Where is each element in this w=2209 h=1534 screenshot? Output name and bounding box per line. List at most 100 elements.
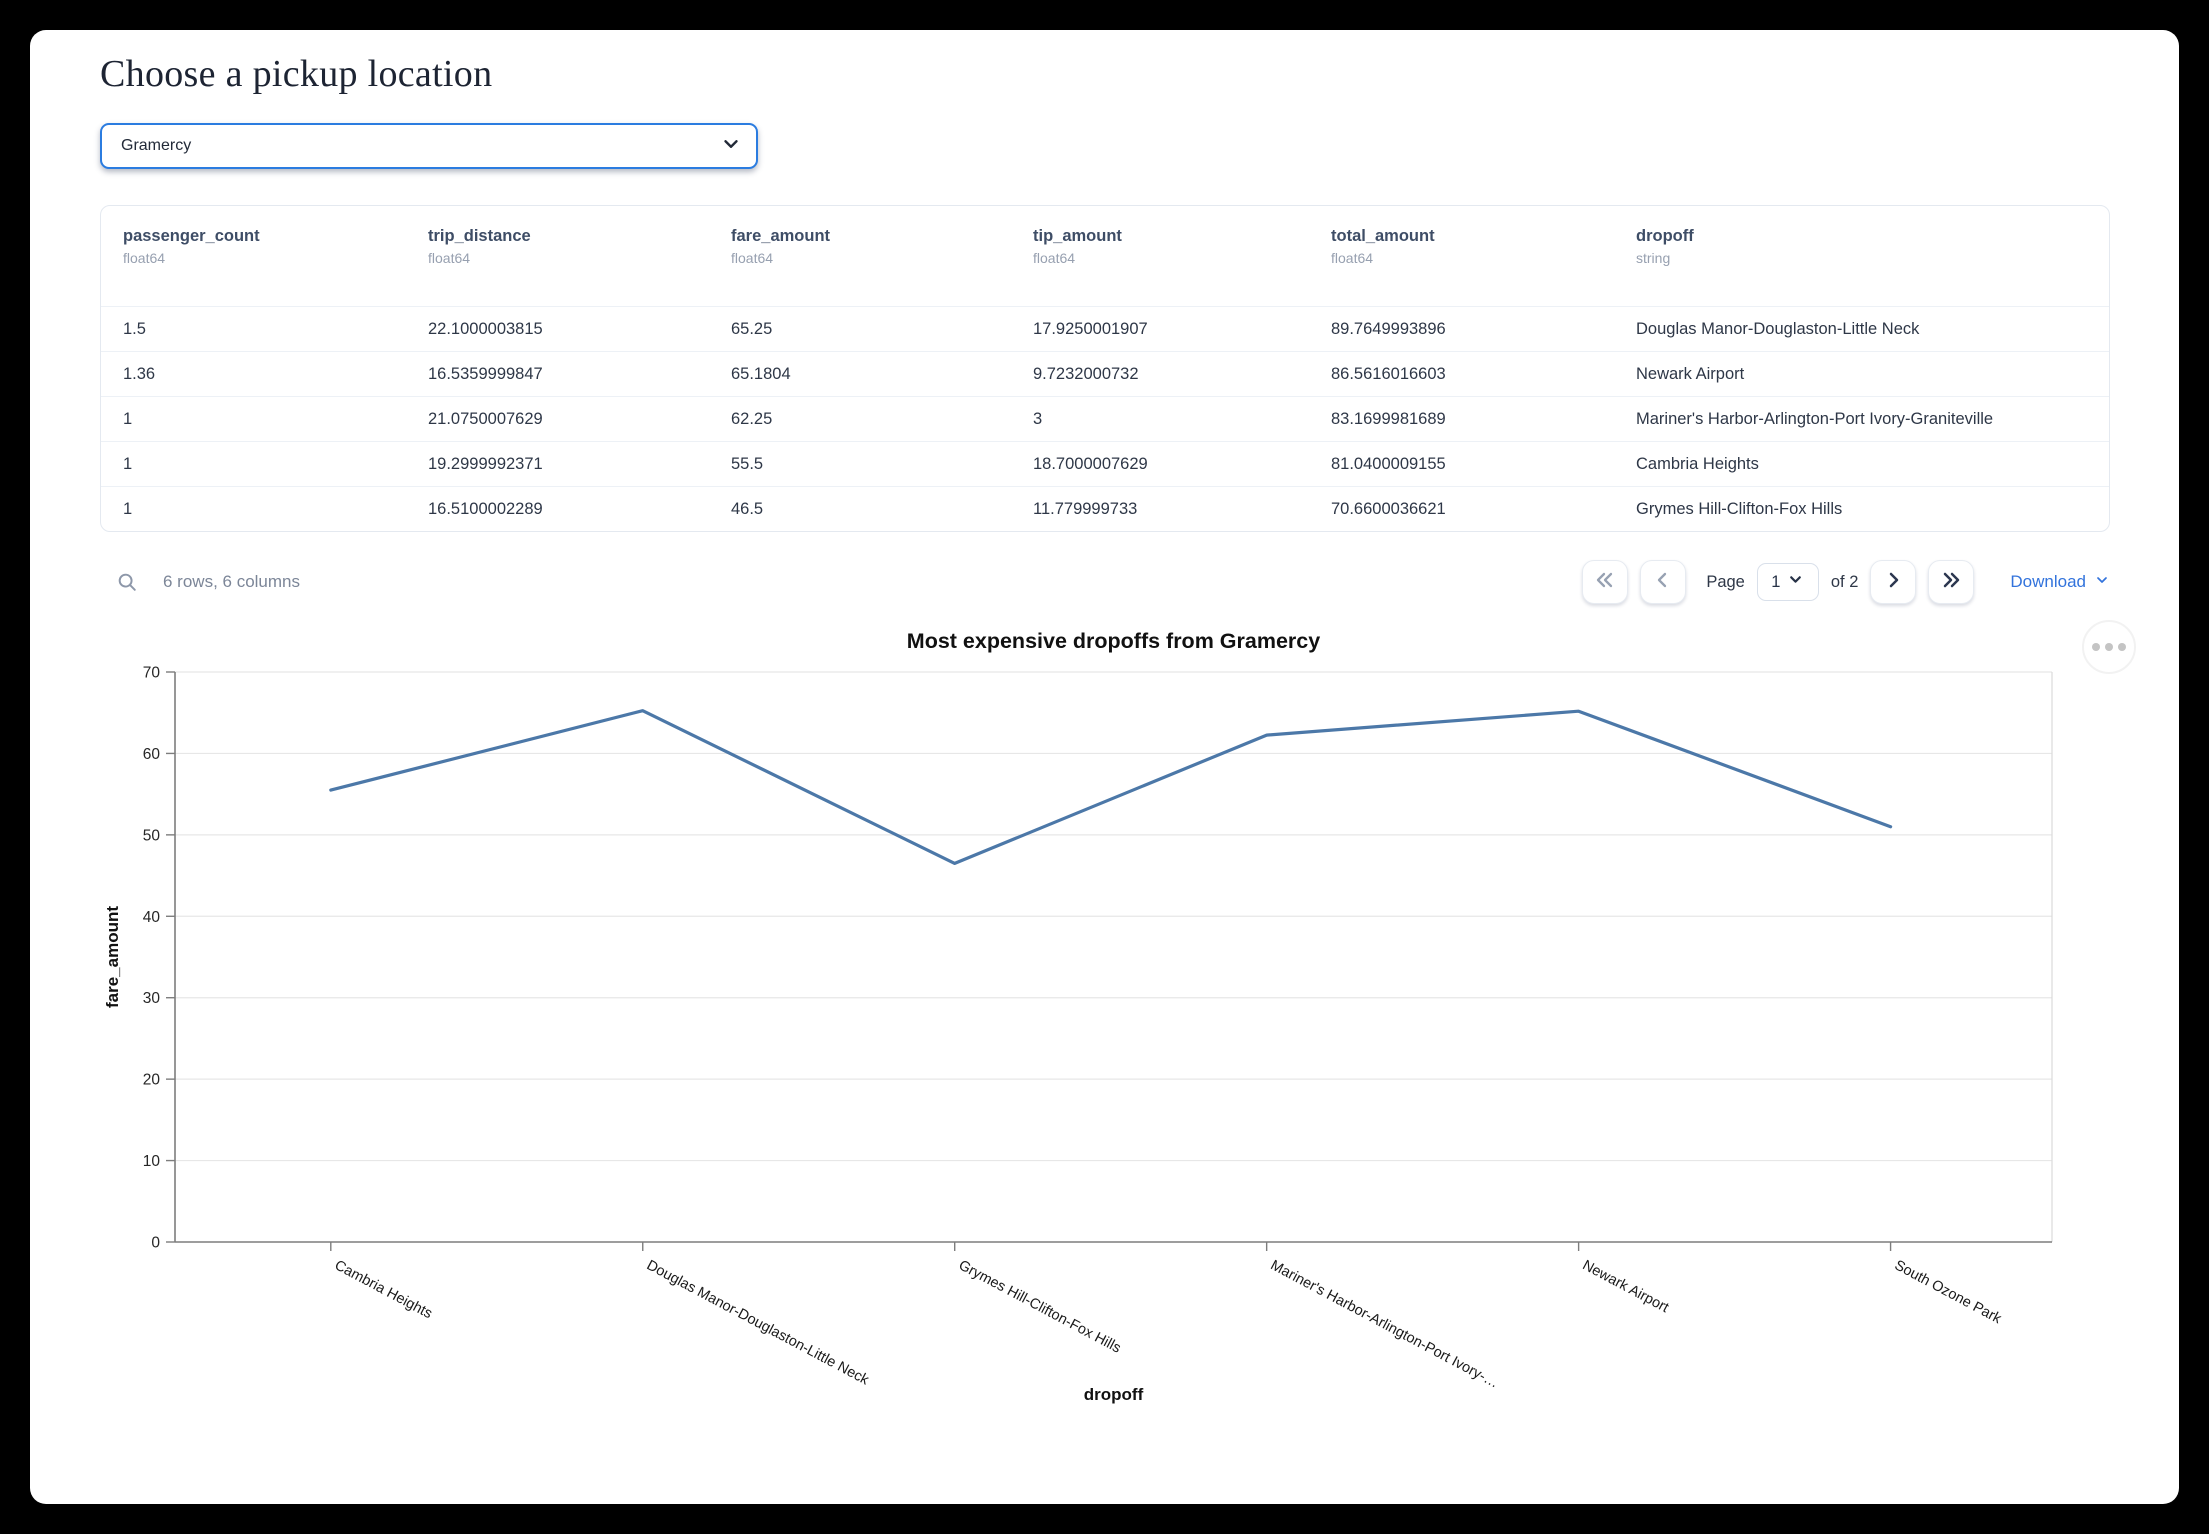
row-column-summary: 6 rows, 6 columns <box>163 572 300 591</box>
y-tick-label: 30 <box>143 990 161 1007</box>
column-name: tip_amount <box>1033 227 1122 245</box>
x-tick-label: Grymes Hill-Clifton-Fox Hills <box>956 1257 1124 1356</box>
column-header-passenger_count[interactable]: passenger_count float64 <box>101 206 406 306</box>
table-cell: 21.0750007629 <box>428 410 543 428</box>
column-header-trip_distance[interactable]: trip_distance float64 <box>406 206 709 306</box>
table-body: 1.5 22.1000003815 65.25 17.9250001907 89.764… <box>101 306 2109 531</box>
table-cell: 81.0400009155 <box>1331 455 1446 473</box>
page-select-value: 1 <box>1771 572 1781 591</box>
table-cell: Cambria Heights <box>1636 455 1759 473</box>
search-icon[interactable] <box>116 571 138 593</box>
first-page-button[interactable] <box>1582 560 1629 604</box>
table-cell: 22.1000003815 <box>428 320 543 338</box>
column-name: total_amount <box>1331 227 1435 245</box>
table-cell: 11.779999733 <box>1033 500 1138 518</box>
pickup-location-select[interactable]: Gramercy <box>100 123 758 169</box>
table-cell: 19.2999992371 <box>428 455 543 473</box>
chart-section: 0 10 20 30 40 50 60 70 Cambria Heights Douglas Ma… <box>30 608 2179 1488</box>
table-cell: Douglas Manor-Douglaston-Little Neck <box>1636 320 1920 338</box>
chevron-down-icon <box>2094 572 2110 593</box>
ellipsis-icon <box>2105 643 2113 651</box>
table-cell: 3 <box>1033 410 1043 428</box>
y-tick-label: 20 <box>143 1072 161 1089</box>
table-cell: 1.5 <box>123 320 146 338</box>
table-cell: 55.5 <box>731 455 764 473</box>
column-header-dropoff[interactable]: dropoff string <box>1614 206 2109 306</box>
column-type: float64 <box>731 250 774 266</box>
chevron-right-icon <box>1883 570 1903 595</box>
page-select[interactable]: 1 <box>1756 563 1819 601</box>
table-row: 1.36 16.5359999847 65.1804 9.7232000732 86.5… <box>101 351 2109 396</box>
table-cell: 1 <box>123 410 133 428</box>
pickup-location-value: Gramercy <box>121 137 192 154</box>
column-type: float64 <box>1331 250 1374 266</box>
column-name: passenger_count <box>123 227 260 245</box>
table-cell: 1 <box>123 455 133 473</box>
column-name: fare_amount <box>731 227 831 245</box>
column-header-fare_amount[interactable]: fare_amount float64 <box>709 206 1011 306</box>
x-tick-label: Cambria Heights <box>332 1257 435 1322</box>
pagination-controls: Page 1 of 2 <box>1582 560 2110 604</box>
chevron-down-icon <box>720 133 742 160</box>
table-cell: 70.6600036621 <box>1331 500 1446 518</box>
y-axis-label: fare_amount <box>103 906 122 1008</box>
double-chevron-left-icon <box>1593 570 1617 595</box>
download-label: Download <box>2010 572 2086 591</box>
x-tick-label: South Ozone Park <box>1892 1257 2005 1327</box>
table-cell: 9.7232000732 <box>1033 365 1139 383</box>
data-table: passenger_count float64 trip_distance fl… <box>100 205 2110 532</box>
table-row: 1 19.2999992371 55.5 18.7000007629 81.040000… <box>101 441 2109 486</box>
table-cell: 16.5100002289 <box>428 500 543 518</box>
chart-title: Most expensive dropoffs from Gramercy <box>907 629 1320 653</box>
line-chart: 0 10 20 30 40 50 60 70 Cambria Heights Douglas Ma… <box>103 629 2053 1404</box>
chart-menu-button[interactable] <box>2082 620 2136 674</box>
column-type: float64 <box>1033 250 1076 266</box>
column-name: dropoff <box>1636 227 1694 245</box>
table-header-row: passenger_count float64 trip_distance fl… <box>101 206 2109 306</box>
download-button[interactable]: Download <box>2010 572 2110 593</box>
prev-page-button[interactable] <box>1640 560 1687 604</box>
column-name: trip_distance <box>428 227 531 245</box>
x-tick-label: Douglas Manor-Douglaston-Little Neck <box>644 1257 872 1388</box>
y-tick-label: 10 <box>143 1153 161 1170</box>
table-cell: Grymes Hill-Clifton-Fox Hills <box>1636 500 1843 518</box>
table-footer: 6 rows, 6 columns Page 1 <box>100 557 2110 607</box>
table-cell: 83.1699981689 <box>1331 410 1446 428</box>
table-cell: 17.9250001907 <box>1033 320 1148 338</box>
table-cell: 65.25 <box>731 320 773 338</box>
table-footer-left: 6 rows, 6 columns <box>100 571 300 593</box>
next-page-button[interactable] <box>1870 560 1917 604</box>
x-tick-label: Newark Airport <box>1580 1257 1671 1316</box>
page-label: Page <box>1706 572 1745 591</box>
table-cell: 1 <box>123 500 133 518</box>
page-title: Choose a pickup location <box>100 53 493 95</box>
ellipsis-icon <box>2118 643 2126 651</box>
table-cell: 1.36 <box>123 365 156 383</box>
x-axis-label: dropoff <box>1084 1385 1144 1404</box>
table-cell: 62.25 <box>731 410 773 428</box>
table-cell: Mariner's Harbor-Arlington-Port Ivory-Gr… <box>1636 410 1994 428</box>
last-page-button[interactable] <box>1928 560 1975 604</box>
column-header-tip_amount[interactable]: tip_amount float64 <box>1011 206 1309 306</box>
table-row: 1.5 22.1000003815 65.25 17.9250001907 89.764… <box>101 306 2109 351</box>
ellipsis-icon <box>2092 643 2100 651</box>
y-tick-label: 40 <box>143 909 161 926</box>
table-cell: 46.5 <box>731 500 764 518</box>
column-header-total_amount[interactable]: total_amount float64 <box>1309 206 1614 306</box>
chevron-left-icon <box>1653 570 1673 595</box>
y-tick-label: 50 <box>143 827 161 844</box>
double-chevron-right-icon <box>1939 570 1963 595</box>
column-type: float64 <box>428 250 471 266</box>
table-cell: 89.7649993896 <box>1331 320 1446 338</box>
y-tick-label: 60 <box>143 746 161 763</box>
app-card: Choose a pickup location Gramercy passen… <box>30 30 2179 1504</box>
table-row: 1 16.5100002289 46.5 11.779999733 70.6600036… <box>101 486 2109 531</box>
table-row: 1 21.0750007629 62.25 3 83.1699981689 Mariner… <box>101 396 2109 441</box>
y-tick-label: 0 <box>151 1235 160 1252</box>
table-cell: 86.5616016603 <box>1331 365 1446 383</box>
column-type: float64 <box>123 250 166 266</box>
y-tick-label: 70 <box>143 665 161 682</box>
chevron-down-icon <box>1787 571 1804 593</box>
table-cell: 16.5359999847 <box>428 365 543 383</box>
